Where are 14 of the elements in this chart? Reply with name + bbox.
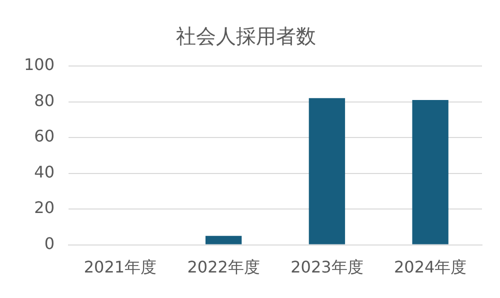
bar <box>308 98 346 244</box>
bar <box>412 100 448 244</box>
x-tick-label: 2021年度 <box>84 258 157 277</box>
x-tick-label: 2023年度 <box>290 258 364 277</box>
x-tick-label: 2024年度 <box>394 258 467 277</box>
y-tick-label: 60 <box>34 126 55 146</box>
y-tick-label: 80 <box>34 90 55 110</box>
bar <box>206 236 242 244</box>
chart-title: 社会人採用者数 <box>176 24 316 48</box>
y-tick-label: 100 <box>24 55 55 74</box>
y-tick-label: 20 <box>34 198 55 218</box>
x-tick-label: 2022年度 <box>187 258 260 277</box>
y-tick-label: 40 <box>34 162 55 182</box>
y-tick-label: 0 <box>44 234 55 253</box>
